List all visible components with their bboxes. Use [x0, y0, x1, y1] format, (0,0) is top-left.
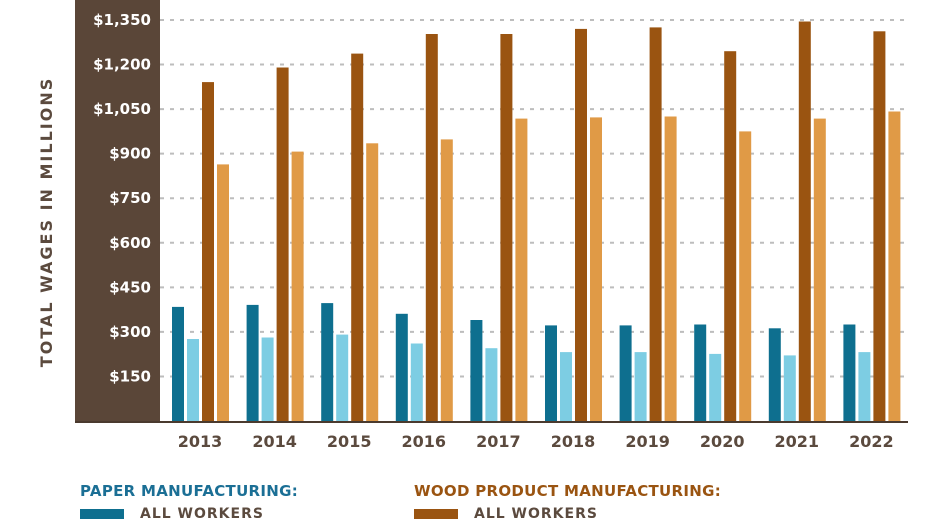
bar-wood-2014 [276, 67, 289, 421]
bar-paper-2018 [560, 352, 572, 421]
bar-paper-2022 [843, 324, 856, 421]
y-tick-label: $600 [109, 234, 151, 252]
x-tick-label: 2019 [625, 432, 670, 451]
bar-wood-2021 [798, 21, 811, 421]
bar-paper-2017 [485, 348, 498, 421]
bar-wood-2014 [291, 151, 304, 421]
bar-paper-2014 [261, 337, 274, 421]
bar-paper-2020 [709, 353, 722, 421]
legend-paper-title: PAPER MANUFACTURING: [80, 482, 299, 500]
bar-paper-2015 [321, 303, 334, 421]
y-tick-label: $1,200 [93, 56, 151, 74]
y-tick-label: $900 [109, 145, 151, 163]
legend-wood-title: WOOD PRODUCT MANUFACTURING: [414, 482, 722, 500]
y-tick-label: $1,350 [93, 11, 151, 29]
y-axis-panel [75, 0, 160, 421]
legend-wood: WOOD PRODUCT MANUFACTURING: ALL WORKERS [414, 482, 721, 522]
bar-paper-2013 [187, 339, 199, 421]
x-tick-label: 2022 [849, 432, 894, 451]
bar-wood-2013 [202, 82, 214, 421]
bar-paper-2014 [246, 304, 259, 421]
bar-wood-2019 [664, 116, 677, 421]
bar-wood-2020 [724, 51, 737, 421]
x-tick-labels: 2013 2014 2015 2016 2017 2018 2019 2020 2021 2022 [178, 432, 894, 451]
legend-item-paper-all-workers: ALL WORKERS [80, 506, 298, 522]
y-tick-label: $300 [109, 323, 151, 341]
bar-paper-2016 [410, 343, 423, 421]
x-tick-label: 2021 [775, 432, 820, 451]
y-tick-label: $750 [109, 189, 151, 207]
bar-wood-2016 [425, 34, 438, 421]
bar-wood-2015 [366, 143, 379, 422]
bar-paper-2021 [783, 355, 796, 421]
bar-paper-2018 [545, 325, 557, 421]
x-tick-label: 2013 [178, 432, 223, 451]
y-tick-label: $150 [109, 367, 151, 385]
bar-wood-2022 [888, 111, 901, 421]
bar-paper-2016 [395, 313, 408, 421]
legend-wood-label: ALL WORKERS [474, 506, 598, 522]
bar-paper-2019 [619, 325, 632, 421]
y-tick-label: $450 [109, 278, 151, 296]
bar-paper-2021 [768, 328, 781, 421]
bar-paper-2015 [336, 334, 349, 421]
y-tick-label: $1,050 [93, 100, 151, 118]
legend-paper-label: ALL WORKERS [140, 506, 264, 522]
x-tick-label: 2014 [252, 432, 297, 451]
legend-swatch-wood [414, 509, 458, 519]
y-axis-label: TOTAL WAGES IN MILLIONS [37, 77, 56, 367]
x-tick-label: 2020 [700, 432, 745, 451]
bar-wood-2022 [873, 31, 886, 422]
bar-wood-2019 [649, 27, 662, 422]
x-tick-label: 2018 [551, 432, 596, 451]
gridlines [160, 19, 908, 378]
bar-paper-2019 [634, 352, 647, 421]
bar-wood-2013 [217, 164, 229, 421]
x-tick-label: 2016 [402, 432, 447, 451]
x-tick-label: 2015 [327, 432, 372, 451]
bar-wood-2020 [739, 131, 752, 421]
legend-paper: PAPER MANUFACTURING: ALL WORKERS [80, 482, 298, 522]
bar-wood-2015 [351, 53, 364, 421]
bar-wood-2018 [590, 117, 602, 422]
bar-paper-2013 [172, 306, 184, 421]
bar-wood-2021 [813, 118, 826, 421]
bar-paper-2017 [470, 320, 483, 421]
y-tick-labels: $150 $300 $450 $600 $750 $900 $1,050 $1,200 $1,3… [93, 11, 151, 385]
bar-wood-2017 [500, 34, 513, 421]
bar-paper-2020 [694, 324, 707, 421]
bar-wood-2017 [515, 118, 528, 421]
legend-item-wood-all-workers: ALL WORKERS [414, 506, 721, 522]
legend-swatch-paper [80, 509, 124, 519]
bar-wood-2016 [440, 139, 453, 421]
bars [172, 21, 901, 422]
x-tick-label: 2017 [476, 432, 521, 451]
bar-wood-2018 [575, 28, 587, 422]
bar-paper-2022 [858, 352, 871, 421]
